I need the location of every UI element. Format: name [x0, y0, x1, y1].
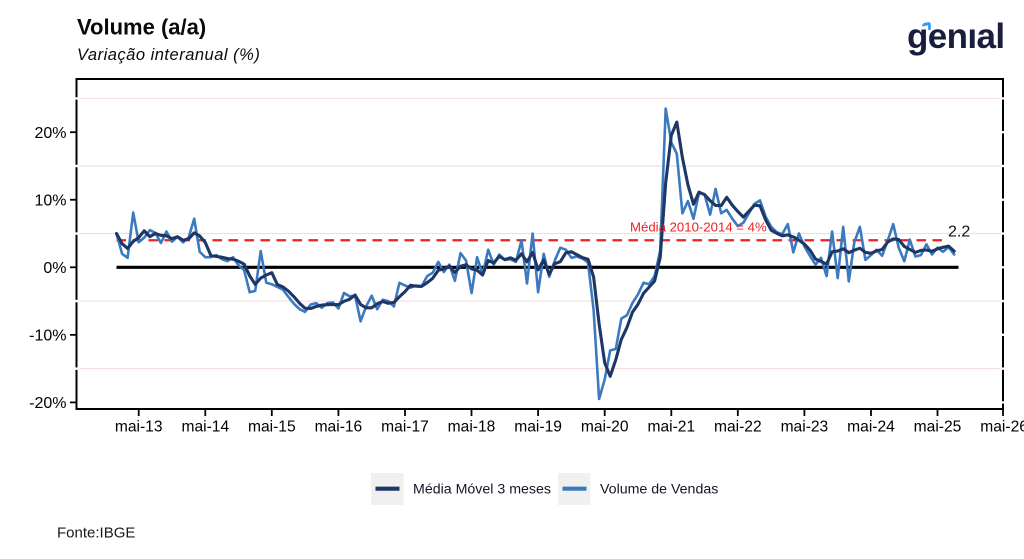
svg-text:10%: 10%	[34, 192, 66, 209]
svg-text:mai-17: mai-17	[381, 419, 429, 436]
svg-text:mai-14: mai-14	[181, 419, 229, 436]
svg-text:mai-18: mai-18	[448, 419, 496, 436]
svg-text:mai-26: mai-26	[980, 419, 1024, 436]
svg-text:mai-15: mai-15	[248, 419, 296, 436]
svg-text:mai-25: mai-25	[914, 419, 962, 436]
svg-text:mai-16: mai-16	[315, 419, 363, 436]
svg-text:mai-20: mai-20	[581, 419, 629, 436]
svg-text:20%: 20%	[34, 125, 66, 142]
svg-text:Volume (a/a): Volume (a/a)	[77, 15, 206, 40]
svg-text:mai-23: mai-23	[781, 419, 829, 436]
svg-text:mai-19: mai-19	[514, 419, 562, 436]
svg-text:2.2: 2.2	[948, 224, 970, 241]
svg-text:-10%: -10%	[29, 328, 66, 345]
svg-text:Média 2010-2014 = 4%: Média 2010-2014 = 4%	[630, 220, 767, 235]
svg-text:genıal: genıal	[907, 17, 1005, 56]
svg-text:mai-21: mai-21	[647, 419, 695, 436]
svg-text:Volume de Vendas: Volume de Vendas	[600, 482, 718, 498]
svg-text:-20%: -20%	[29, 395, 66, 412]
svg-text:0%: 0%	[43, 260, 66, 277]
svg-text:Média Móvel 3 meses: Média Móvel 3 meses	[413, 482, 551, 498]
svg-text:mai-22: mai-22	[714, 419, 762, 436]
svg-text:Variação interanual (%): Variação interanual (%)	[77, 46, 260, 64]
svg-text:Fonte:IBGE: Fonte:IBGE	[57, 525, 135, 542]
svg-text:mai-13: mai-13	[115, 419, 163, 436]
svg-text:mai-24: mai-24	[847, 419, 895, 436]
